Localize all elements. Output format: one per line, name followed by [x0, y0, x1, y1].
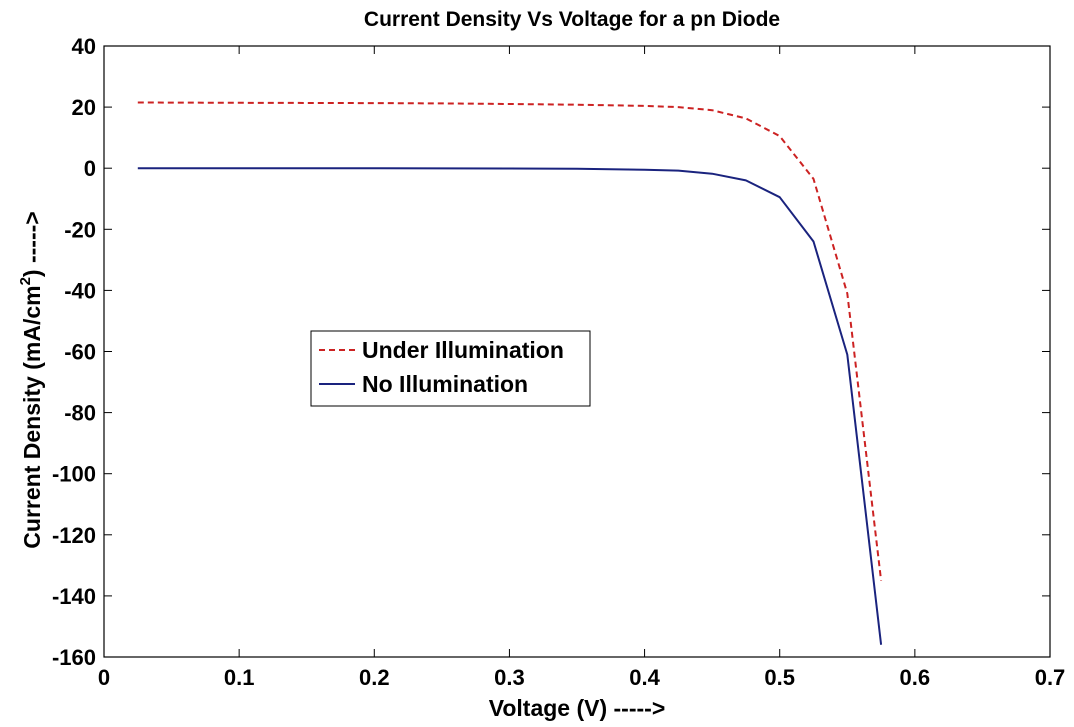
- legend-label-under-illumination: Under Illumination: [362, 337, 564, 363]
- y-axis-label-tail: ) ----->: [19, 211, 45, 277]
- y-axis-label-main: Current Density (mA/cm: [19, 285, 45, 548]
- y-tick-label: -20: [64, 217, 96, 242]
- y-tick-label: 0: [84, 156, 96, 181]
- y-tick-label: 20: [72, 95, 96, 120]
- x-tick-label: 0.1: [224, 665, 255, 690]
- y-axis-label: Current Density (mA/cm2) ----->: [17, 211, 45, 548]
- legend-label-no-illumination: No Illumination: [362, 371, 528, 397]
- y-tick-label: -120: [52, 523, 96, 548]
- y-tick-label: 40: [72, 34, 96, 59]
- plot-area: 0 0.1 0.2 0.3 0.4 0.5 0.6 0.7 40 20 0 -20 -40 -60 -80 -…: [52, 34, 1065, 690]
- chart-title: Current Density Vs Voltage for a pn Diod…: [364, 8, 780, 31]
- y-tick-label: -160: [52, 645, 96, 670]
- x-tick-label: 0.7: [1035, 665, 1066, 690]
- y-tick-label: -40: [64, 278, 96, 303]
- x-axis-label: Voltage (V) ----->: [489, 695, 666, 721]
- x-tick-label: 0.4: [629, 665, 660, 690]
- x-tick-label: 0.3: [494, 665, 525, 690]
- x-tick-label: 0.2: [359, 665, 390, 690]
- y-tick-label: -80: [64, 401, 96, 426]
- series-line-under-illumination: [137, 101, 883, 581]
- series-line-no-illumination: [137, 167, 883, 645]
- x-tick-label: 0.5: [764, 665, 795, 690]
- y-axis-label-sup: 2: [17, 277, 34, 285]
- y-tick-label: -140: [52, 584, 96, 609]
- x-tick-label: 0: [98, 665, 110, 690]
- legend: Under Illumination No Illumination: [310, 330, 591, 407]
- y-tick-label: -100: [52, 462, 96, 487]
- y-tick-label: -60: [64, 340, 96, 365]
- x-tick-label: 0.6: [900, 665, 931, 690]
- legend-box: [310, 330, 591, 407]
